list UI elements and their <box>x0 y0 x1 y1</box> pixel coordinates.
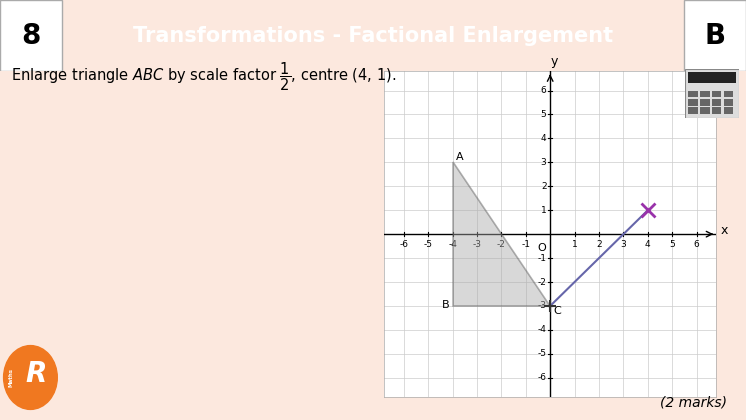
Bar <box>724 91 733 97</box>
Text: 1: 1 <box>541 206 547 215</box>
Bar <box>688 91 698 97</box>
Bar <box>688 99 698 105</box>
Text: Transformations - Factional Enlargement: Transformations - Factional Enlargement <box>133 26 613 46</box>
Bar <box>684 0 746 71</box>
Text: x: x <box>721 224 728 237</box>
Text: 8: 8 <box>22 22 41 50</box>
Text: R: R <box>25 360 46 389</box>
Text: 3: 3 <box>541 158 547 167</box>
Text: A: A <box>457 152 464 162</box>
Polygon shape <box>453 163 550 306</box>
Text: -6: -6 <box>538 373 547 382</box>
Text: Maths: Maths <box>8 368 13 387</box>
Text: B: B <box>442 300 449 310</box>
Text: -6: -6 <box>399 240 408 249</box>
Bar <box>712 99 721 105</box>
Bar <box>700 107 709 114</box>
Bar <box>700 99 709 105</box>
Text: 2: 2 <box>596 240 602 249</box>
Text: -1: -1 <box>521 240 530 249</box>
Text: -3: -3 <box>472 240 481 249</box>
Text: -4: -4 <box>448 240 457 249</box>
Bar <box>688 72 736 83</box>
Text: -5: -5 <box>424 240 433 249</box>
Text: y: y <box>551 55 558 68</box>
Bar <box>688 107 698 114</box>
Text: 3: 3 <box>621 240 627 249</box>
Text: 6: 6 <box>694 240 700 249</box>
Text: C: C <box>553 306 561 316</box>
Bar <box>724 107 733 114</box>
Text: (2 marks): (2 marks) <box>660 396 727 410</box>
Text: 1: 1 <box>571 240 577 249</box>
Text: 5: 5 <box>669 240 675 249</box>
Text: -3: -3 <box>538 302 547 310</box>
Text: -2: -2 <box>538 278 547 286</box>
Bar <box>700 91 709 97</box>
Text: Enlarge triangle $\mathit{ABC}$ by scale factor $\dfrac{1}{2}$, centre (4, 1).: Enlarge triangle $\mathit{ABC}$ by scale… <box>11 61 397 94</box>
Text: -5: -5 <box>538 349 547 358</box>
Text: B: B <box>704 22 726 50</box>
Text: -4: -4 <box>538 326 547 334</box>
Text: -1: -1 <box>538 254 547 262</box>
Text: 4: 4 <box>541 134 547 143</box>
Bar <box>724 99 733 105</box>
Bar <box>712 107 721 114</box>
Text: 4: 4 <box>645 240 651 249</box>
Bar <box>0 0 62 71</box>
Text: -2: -2 <box>497 240 506 249</box>
Text: 6: 6 <box>541 86 547 95</box>
Text: 5: 5 <box>541 110 547 119</box>
Text: O: O <box>538 242 547 252</box>
Circle shape <box>4 346 57 410</box>
Text: 2: 2 <box>541 182 547 191</box>
Bar <box>712 91 721 97</box>
